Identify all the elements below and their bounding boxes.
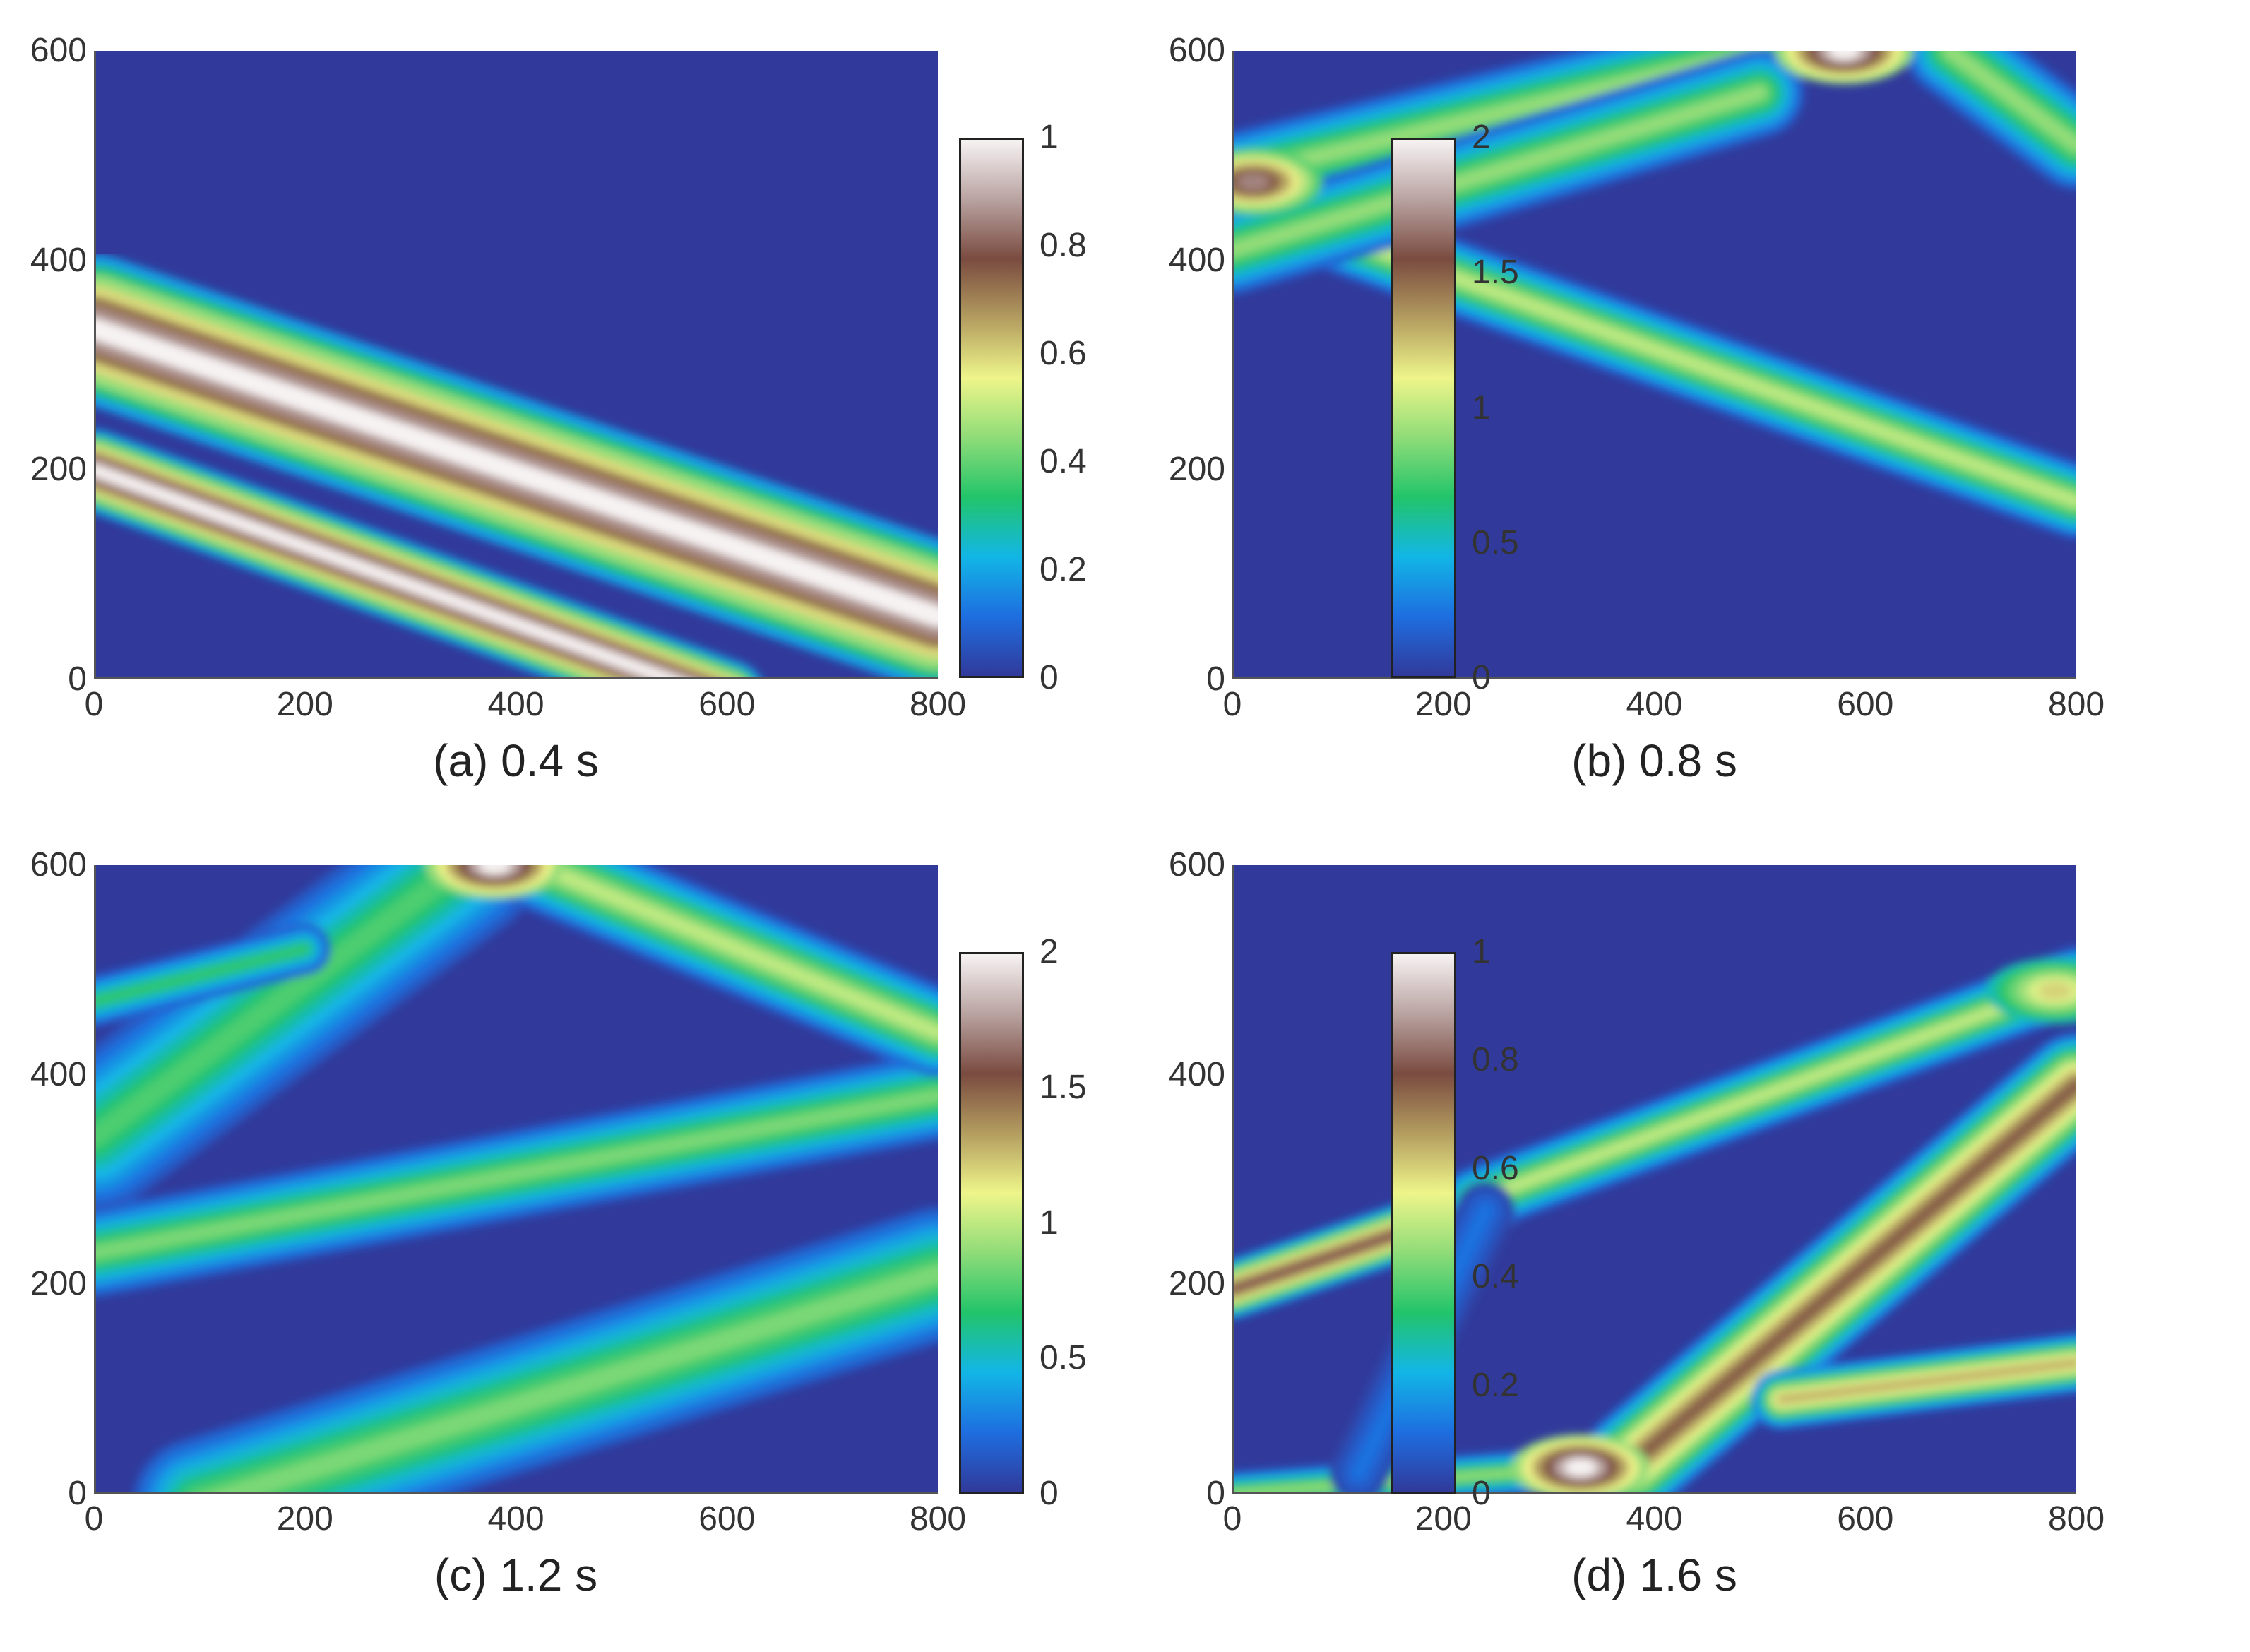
x-tick-label: 400 xyxy=(487,686,544,723)
y-tick-label: 200 xyxy=(1168,451,1225,489)
colorbar-tick-label: 0 xyxy=(1472,659,1491,696)
hotspot-1-ring-5 xyxy=(2039,982,2072,999)
x-tick-label: 0 xyxy=(84,686,104,723)
band-4-layer-6 xyxy=(1776,1358,2076,1404)
colorbar-tick-label: 0.6 xyxy=(1040,335,1087,372)
x-tick-label: 600 xyxy=(1837,1500,1894,1538)
band-0-layer-6 xyxy=(94,1089,938,1259)
x-tick-label: 200 xyxy=(276,1500,333,1538)
y-tick-label: 200 xyxy=(1168,1265,1225,1303)
y-tick-label: 200 xyxy=(30,451,87,489)
x-tick-label: 400 xyxy=(487,1500,544,1538)
colorbar-tick-label: 1.5 xyxy=(1040,1068,1087,1106)
y-tick-label: 400 xyxy=(30,1055,87,1093)
hotspot-0-ring-5 xyxy=(1237,173,1270,191)
y-tick-label: 400 xyxy=(30,241,87,279)
panel-caption: (a) 0.4 s xyxy=(433,735,599,786)
x-tick-label: 200 xyxy=(1415,686,1472,723)
x-tick-label: 600 xyxy=(698,686,756,723)
y-tick-label: 200 xyxy=(30,1265,87,1303)
colorbar-tick-label: 0.6 xyxy=(1472,1149,1519,1187)
colorbar xyxy=(959,952,1024,1494)
x-tick-label: 800 xyxy=(2047,1500,2105,1538)
x-tick-label: 200 xyxy=(1415,1500,1472,1538)
band-1-layer-6 xyxy=(1232,51,1766,183)
colorbar-tick-label: 0 xyxy=(1040,1475,1059,1512)
colorbar-tick-label: 0.4 xyxy=(1040,443,1087,480)
colorbar-tick-label: 0.4 xyxy=(1472,1258,1519,1296)
y-tick-label: 0 xyxy=(1206,660,1225,698)
x-tick-label: 400 xyxy=(1626,1500,1683,1538)
heatmap-svg xyxy=(1232,51,2076,539)
colorbar-tick-label: 1 xyxy=(1472,933,1491,970)
colorbar-tick-label: 1 xyxy=(1040,119,1059,156)
y-tick-label: 0 xyxy=(68,1475,87,1512)
band-0-layer-6 xyxy=(94,318,938,627)
colorbar-tick-label: 0.5 xyxy=(1040,1339,1087,1377)
x-tick-label: 600 xyxy=(1837,686,1894,723)
colorbar-tick-label: 1.5 xyxy=(1472,254,1519,292)
colorbar-tick-label: 1 xyxy=(1040,1204,1059,1242)
band-1-layer-6 xyxy=(94,865,474,1148)
colorbar xyxy=(959,138,1024,678)
y-tick-label: 600 xyxy=(30,846,87,884)
x-tick-label: 800 xyxy=(2047,686,2105,723)
x-tick-label: 0 xyxy=(84,1500,104,1538)
heatmap-svg xyxy=(94,254,938,679)
x-tick-label: 400 xyxy=(1626,686,1683,723)
x-tick-label: 600 xyxy=(698,1500,756,1538)
panel-caption: (d) 1.6 s xyxy=(1571,1550,1737,1600)
x-tick-label: 200 xyxy=(276,686,333,723)
colorbar-tick-label: 1 xyxy=(1472,388,1491,427)
colorbar-tick-label: 2 xyxy=(1472,119,1491,156)
colorbar-tick-label: 0.5 xyxy=(1472,523,1519,561)
band-3-layer-6 xyxy=(1943,51,2076,152)
heatmap-plot xyxy=(94,865,938,1494)
y-tick-label: 0 xyxy=(68,660,87,698)
y-tick-label: 600 xyxy=(30,32,87,69)
y-tick-label: 600 xyxy=(1168,846,1225,884)
colorbar-tick-label: 0.8 xyxy=(1472,1041,1519,1079)
band-3-layer-6 xyxy=(530,865,938,1040)
panel-caption: (c) 1.2 s xyxy=(434,1550,598,1600)
y-tick-label: 0 xyxy=(1206,1475,1225,1512)
y-tick-label: 600 xyxy=(1168,32,1225,69)
band-3-layer-6 xyxy=(1626,1078,2076,1470)
colorbar-tick-label: 0.8 xyxy=(1040,227,1087,264)
band-4-layer-6 xyxy=(201,1264,938,1494)
x-tick-label: 0 xyxy=(1222,686,1242,723)
colorbar-tick-label: 0.2 xyxy=(1472,1366,1519,1404)
heatmap-plot xyxy=(94,51,938,679)
band-2-layer-6 xyxy=(94,945,309,1006)
heatmap-svg xyxy=(94,865,938,1494)
colorbar-tick-label: 0 xyxy=(1472,1475,1491,1512)
hotspot-0-ring-5 xyxy=(1564,1458,1597,1476)
y-tick-label: 400 xyxy=(1168,1055,1225,1093)
colorbar xyxy=(1391,138,1456,678)
y-tick-label: 400 xyxy=(1168,241,1225,279)
colorbar-tick-label: 0 xyxy=(1040,659,1059,696)
band-1-layer-6 xyxy=(94,464,686,679)
x-tick-label: 800 xyxy=(909,686,967,723)
colorbar-tick-label: 2 xyxy=(1040,933,1059,970)
band-2-layer-6 xyxy=(1232,86,1766,256)
panel-caption: (b) 0.8 s xyxy=(1571,735,1737,786)
heatmap-plot xyxy=(1232,51,2076,679)
x-tick-label: 800 xyxy=(909,1500,967,1538)
hotspot-1-ring-5 xyxy=(1828,51,1861,59)
heatmap-plot xyxy=(1232,865,2076,1494)
heatmap-svg xyxy=(1232,947,2076,1494)
colorbar-tick-label: 0.2 xyxy=(1040,551,1087,588)
band-1-layer-6 xyxy=(1470,975,2076,1206)
hotspot-0-ring-5 xyxy=(478,865,511,874)
colorbar xyxy=(1391,952,1456,1494)
x-tick-label: 0 xyxy=(1222,1500,1242,1538)
